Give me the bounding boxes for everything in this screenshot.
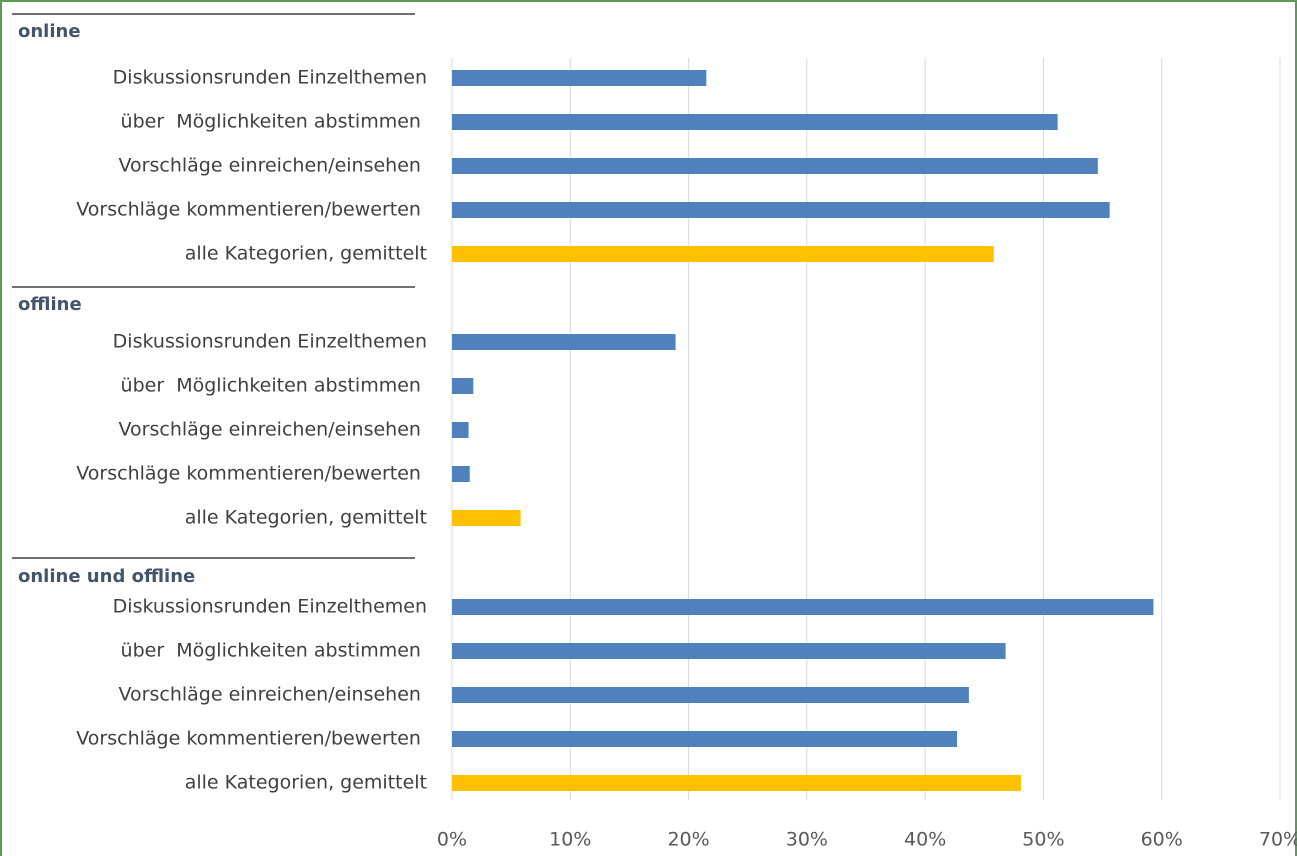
x-tick-label: 0% bbox=[437, 829, 467, 851]
y-tick-label: Vorschläge einreichen/einsehen bbox=[119, 155, 427, 177]
y-tick-label: alle Kategorien, gemittelt bbox=[185, 507, 427, 529]
x-tick-label: 60% bbox=[1141, 829, 1183, 851]
y-tick-label: Vorschläge einreichen/einsehen bbox=[119, 684, 427, 706]
bar bbox=[452, 246, 994, 262]
x-tick-label: 50% bbox=[1022, 829, 1064, 851]
y-tick-label: Vorschläge kommentieren/bewerten bbox=[76, 728, 427, 750]
x-tick-label: 70% bbox=[1259, 829, 1297, 851]
bar bbox=[452, 70, 707, 86]
bar bbox=[452, 643, 1006, 659]
bar bbox=[452, 202, 1110, 218]
y-tick-label: Vorschläge einreichen/einsehen bbox=[119, 419, 427, 441]
y-tick-label: Diskussionsrunden Einzelthemen bbox=[113, 331, 427, 353]
bar bbox=[452, 114, 1058, 130]
bar bbox=[452, 158, 1098, 174]
bar bbox=[452, 731, 958, 747]
bar bbox=[452, 775, 1021, 791]
y-tick-label: Diskussionsrunden Einzelthemen bbox=[113, 596, 427, 618]
y-tick-label: alle Kategorien, gemittelt bbox=[185, 772, 427, 794]
bar bbox=[452, 422, 469, 438]
bar bbox=[452, 466, 470, 482]
y-tick-label: alle Kategorien, gemittelt bbox=[185, 243, 427, 265]
group-title: online und offline bbox=[18, 566, 195, 587]
x-tick-label: 20% bbox=[667, 829, 709, 851]
bar bbox=[452, 334, 676, 350]
y-tick-label: Vorschläge kommentieren/bewerten bbox=[76, 199, 427, 221]
bar bbox=[452, 687, 969, 703]
x-tick-label: 10% bbox=[549, 829, 591, 851]
y-tick-label: Vorschläge kommentieren/bewerten bbox=[76, 463, 427, 485]
bar bbox=[452, 599, 1154, 615]
y-tick-label: über Möglichkeiten abstimmen bbox=[121, 111, 427, 133]
group-title: offline bbox=[18, 294, 82, 315]
y-tick-label: über Möglichkeiten abstimmen bbox=[121, 375, 427, 397]
group-title: online bbox=[18, 21, 81, 42]
bar bbox=[452, 378, 474, 394]
x-tick-label: 40% bbox=[904, 829, 946, 851]
x-tick-label: 30% bbox=[786, 829, 828, 851]
y-tick-label: über Möglichkeiten abstimmen bbox=[121, 640, 427, 662]
y-tick-label: Diskussionsrunden Einzelthemen bbox=[113, 67, 427, 89]
bar bbox=[452, 510, 521, 526]
